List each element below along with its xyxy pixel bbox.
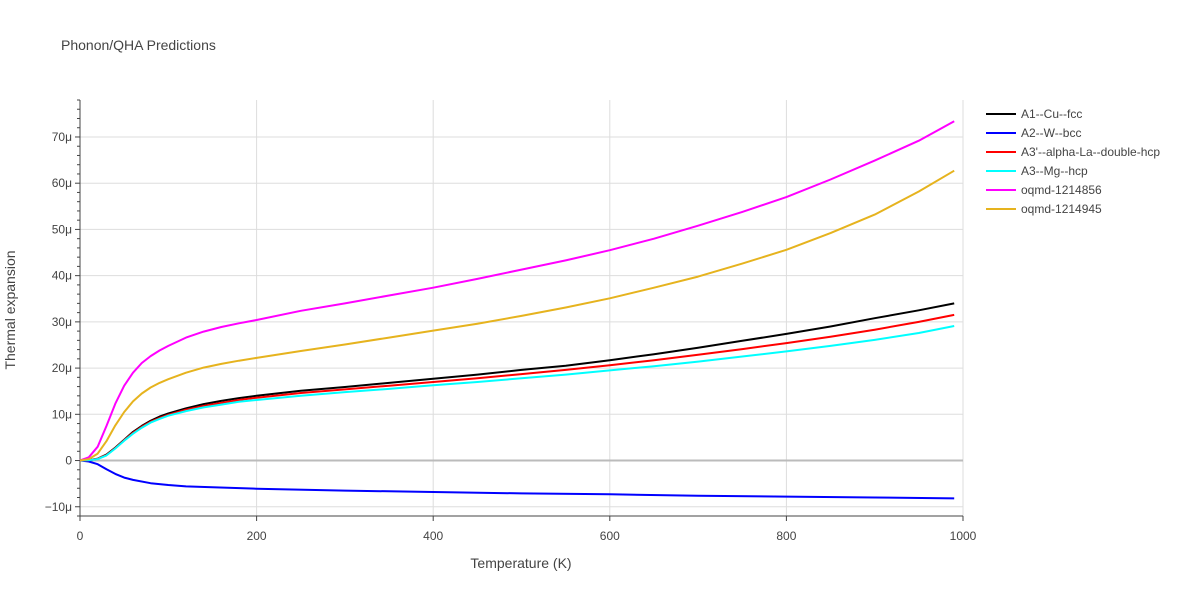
x-tick-label: 200: [247, 529, 267, 543]
y-tick-label: 60μ: [52, 176, 72, 190]
series-line-5: [79, 169, 955, 462]
x-tick-label: 1000: [950, 529, 977, 543]
y-tick-label: 30μ: [52, 315, 72, 329]
legend-label: oqmd-1214856: [1021, 183, 1102, 197]
y-axis-label: Thermal expansion: [2, 250, 18, 369]
x-axis-label: Temperature (K): [470, 555, 571, 571]
series-line-4: [79, 120, 955, 462]
series-line-2: [79, 313, 955, 462]
x-tick-label: 400: [423, 529, 443, 543]
y-tick-label: 70μ: [52, 130, 72, 144]
series-line-3: [79, 325, 955, 462]
y-tick-label: −10μ: [45, 500, 72, 514]
series-line-0: [79, 302, 955, 462]
y-tick-label: 40μ: [52, 269, 72, 283]
legend-label: A1--Cu--fcc: [1021, 107, 1082, 121]
chart-title: Phonon/QHA Predictions: [61, 37, 216, 53]
series-lines: [79, 120, 955, 500]
x-tick-label: 0: [77, 529, 84, 543]
axes: 0 200 400 600 800 1000 −10μ 0 10μ 20μ 30μ 40μ 50μ 60μ…: [45, 99, 977, 543]
legend-label: A3--Mg--hcp: [1021, 164, 1088, 178]
grid: [80, 100, 964, 516]
y-tick-label: 20μ: [52, 361, 72, 375]
legend-label: A3'--alpha-La--double-hcp: [1021, 145, 1160, 159]
series-line-1: [79, 459, 955, 500]
legend-label: oqmd-1214945: [1021, 202, 1102, 216]
legend-label: A2--W--bcc: [1021, 126, 1081, 140]
legend: A1--Cu--fcc A2--W--bcc A3'--alpha-La--doub…: [986, 107, 1160, 216]
y-tick-label: 50μ: [52, 222, 72, 236]
y-tick-label: 0: [65, 454, 72, 468]
x-tick-label: 800: [776, 529, 796, 543]
x-tick-label: 600: [600, 529, 620, 543]
y-tick-label: 10μ: [52, 407, 72, 421]
